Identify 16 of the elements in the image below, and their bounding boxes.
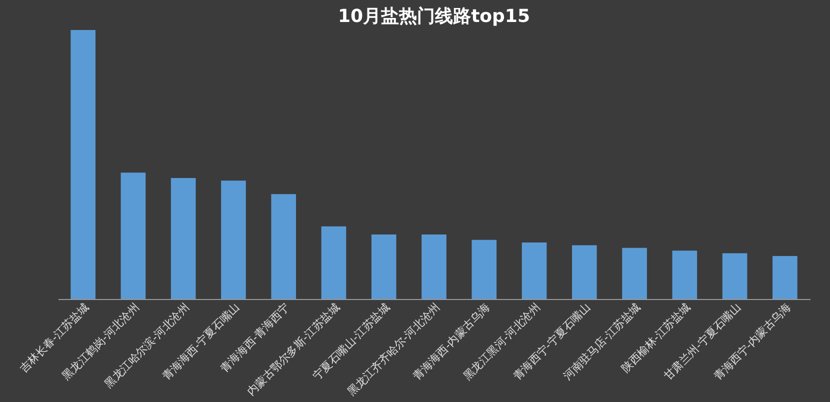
bar bbox=[522, 242, 547, 299]
bar bbox=[622, 248, 647, 299]
bar bbox=[472, 240, 497, 299]
bar bbox=[321, 226, 346, 299]
bar bbox=[572, 245, 597, 299]
bar bbox=[422, 234, 446, 299]
chart-title: 10月盐热门线路top15 bbox=[338, 6, 530, 27]
bar bbox=[170, 178, 196, 299]
bar bbox=[70, 30, 96, 299]
bar bbox=[120, 172, 146, 299]
bar bbox=[221, 180, 246, 299]
bar bbox=[672, 250, 698, 299]
bar bbox=[271, 194, 296, 299]
bar bbox=[772, 256, 798, 299]
bar bbox=[722, 253, 748, 299]
bar bbox=[371, 234, 396, 299]
